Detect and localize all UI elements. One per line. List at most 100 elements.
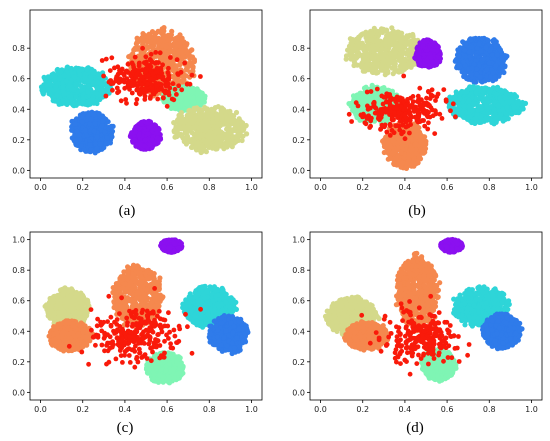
point — [182, 46, 188, 53]
point — [195, 96, 201, 102]
point — [127, 86, 132, 92]
point — [120, 77, 126, 83]
point — [153, 50, 159, 55]
point — [364, 58, 371, 64]
point — [162, 53, 169, 59]
point — [203, 126, 209, 133]
point — [178, 110, 184, 116]
point — [91, 70, 97, 76]
point — [490, 78, 496, 84]
point — [388, 42, 394, 48]
point — [402, 56, 408, 62]
point — [172, 86, 178, 92]
x-tick-label: 0.8 — [203, 183, 216, 190]
point — [147, 141, 153, 148]
point — [226, 127, 232, 133]
point — [190, 89, 196, 95]
point — [214, 141, 220, 147]
point — [230, 134, 236, 140]
point — [152, 35, 158, 41]
point — [405, 34, 411, 40]
point — [115, 64, 121, 70]
point — [142, 97, 148, 102]
point — [399, 50, 405, 56]
point — [499, 55, 505, 61]
point — [379, 63, 385, 69]
x-tick-label: 0.4 — [119, 183, 132, 190]
point — [213, 124, 219, 130]
point — [110, 81, 116, 86]
point — [177, 43, 183, 49]
point — [485, 37, 491, 44]
point — [217, 142, 224, 148]
point — [170, 81, 176, 87]
point — [420, 43, 426, 49]
point — [478, 48, 484, 54]
point — [184, 81, 190, 87]
point — [116, 79, 122, 85]
point — [116, 89, 122, 94]
cluster-red — [99, 45, 203, 109]
point — [95, 79, 101, 86]
point — [66, 83, 73, 89]
point — [164, 89, 170, 95]
y-tick-label: 0.2 — [12, 136, 25, 145]
point — [168, 105, 174, 111]
axes-frame — [29, 9, 263, 179]
point — [225, 132, 231, 138]
point — [101, 73, 106, 79]
point — [164, 103, 170, 109]
point — [494, 52, 500, 58]
point — [176, 126, 182, 132]
point — [154, 127, 160, 133]
point — [209, 112, 215, 118]
point — [399, 37, 405, 44]
point — [125, 70, 131, 75]
point — [189, 47, 195, 53]
point — [188, 144, 195, 150]
point — [486, 60, 492, 66]
point — [493, 62, 499, 69]
point — [149, 44, 155, 50]
point — [107, 140, 113, 146]
point — [73, 65, 79, 71]
point — [434, 44, 440, 50]
point — [194, 105, 200, 111]
point — [195, 89, 202, 95]
point — [207, 134, 213, 140]
point — [149, 59, 155, 65]
point — [133, 75, 139, 80]
point — [483, 44, 489, 51]
point — [155, 96, 161, 102]
point — [178, 116, 184, 122]
point — [186, 108, 192, 114]
point — [466, 66, 472, 72]
point — [99, 83, 105, 89]
point — [149, 137, 155, 143]
point — [343, 56, 349, 62]
point — [224, 141, 230, 147]
point — [461, 73, 467, 80]
point — [145, 131, 151, 137]
point — [95, 71, 101, 77]
point — [50, 94, 56, 100]
point — [58, 69, 64, 75]
point — [227, 117, 233, 123]
point — [244, 131, 250, 137]
point — [163, 44, 170, 50]
point — [202, 122, 208, 128]
point — [191, 124, 197, 131]
point — [47, 82, 53, 88]
point — [420, 39, 426, 45]
point — [161, 36, 167, 42]
point — [176, 48, 182, 55]
point — [148, 51, 154, 57]
point — [234, 134, 240, 140]
point — [471, 61, 477, 68]
point — [166, 65, 171, 71]
point — [157, 50, 163, 56]
point — [72, 121, 78, 127]
point — [94, 134, 100, 140]
point — [114, 74, 120, 79]
point — [356, 52, 362, 59]
